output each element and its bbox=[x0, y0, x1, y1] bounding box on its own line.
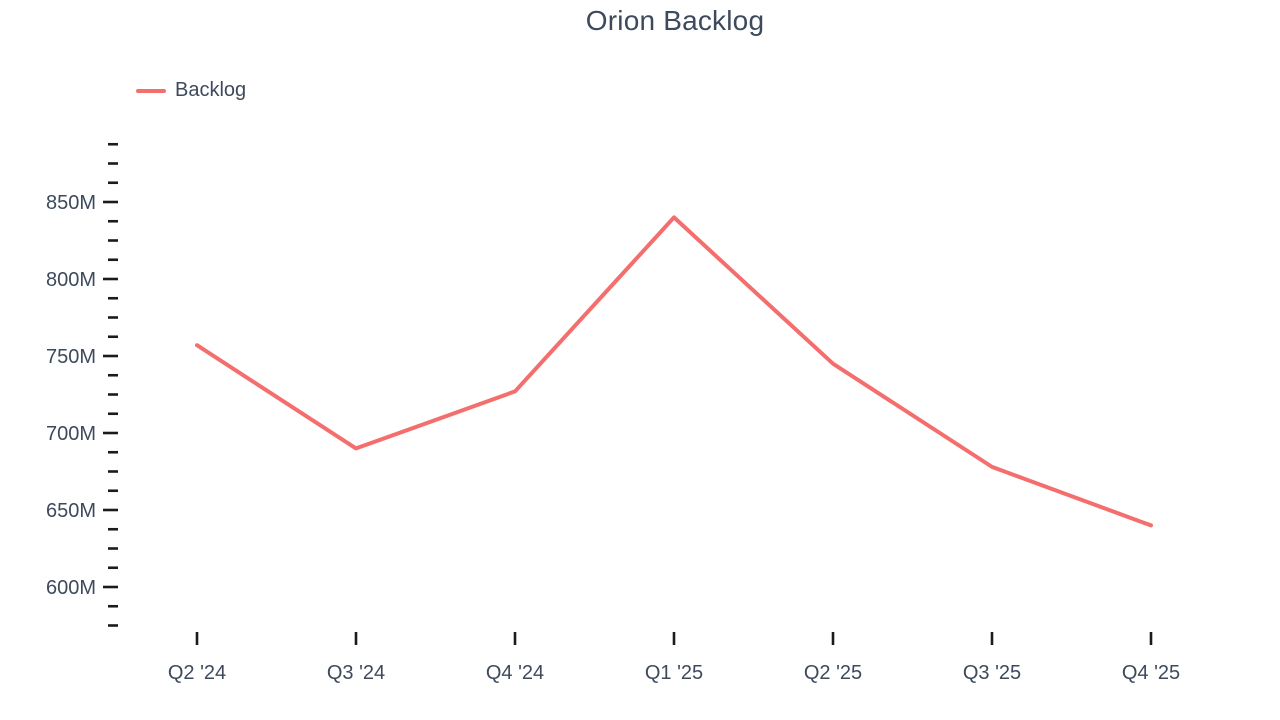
legend-label: Backlog bbox=[175, 79, 247, 101]
legend-line-swatch-icon bbox=[136, 88, 166, 93]
y-axis-tick-label: 600M bbox=[46, 577, 96, 599]
backlog-series-line bbox=[195, 215, 1153, 528]
y-axis-tick-label: 750M bbox=[46, 346, 96, 368]
x-axis-tick-label: Q3 '25 bbox=[963, 662, 1021, 684]
legend-item-backlog[interactable]: Backlog bbox=[136, 79, 246, 102]
x-axis-tick-label: Q1 '25 bbox=[645, 662, 703, 684]
y-axis-tick-label: 850M bbox=[46, 192, 96, 214]
chart-title: Orion Backlog bbox=[585, 5, 765, 36]
y-axis-tick-label: 700M bbox=[46, 423, 96, 445]
y-axis-tick-label: 800M bbox=[46, 269, 96, 291]
x-axis-tick-label: Q2 '24 bbox=[168, 662, 226, 684]
x-axis-tick-label: Q3 '24 bbox=[327, 662, 385, 684]
x-axis-tick-label: Q4 '24 bbox=[486, 662, 544, 684]
x-axis-tick-label: Q4 '25 bbox=[1122, 662, 1180, 684]
y-axis-tick-label: 650M bbox=[46, 500, 96, 522]
x-axis-tick-label: Q2 '25 bbox=[804, 662, 862, 684]
